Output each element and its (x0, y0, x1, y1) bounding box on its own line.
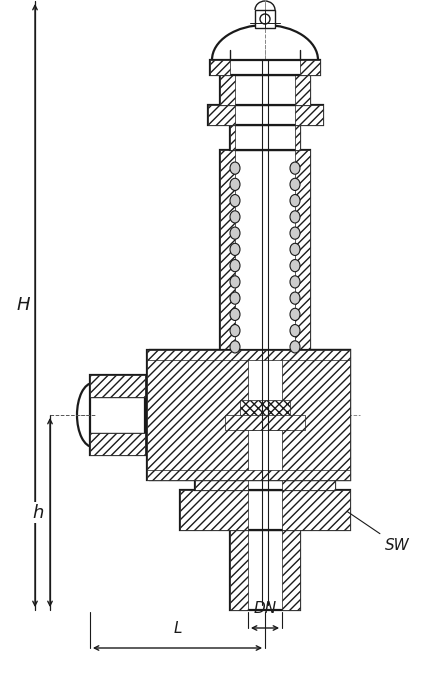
Polygon shape (225, 360, 248, 380)
Polygon shape (90, 375, 145, 397)
Ellipse shape (230, 227, 240, 239)
Ellipse shape (230, 195, 240, 206)
Polygon shape (230, 125, 235, 150)
Polygon shape (147, 350, 248, 480)
Text: H: H (16, 297, 30, 314)
Ellipse shape (230, 211, 240, 223)
Bar (90, 375, 145, 455)
Polygon shape (300, 60, 320, 75)
Ellipse shape (290, 260, 300, 272)
Polygon shape (147, 350, 350, 360)
Bar (220, 150, 310, 360)
Bar (195, 430, 335, 490)
Bar (200, 380, 330, 400)
Polygon shape (230, 530, 248, 610)
Polygon shape (220, 150, 235, 360)
Bar (208, 105, 323, 125)
Ellipse shape (290, 276, 300, 288)
Polygon shape (282, 430, 335, 490)
Bar (255, 10, 275, 28)
Polygon shape (225, 415, 305, 430)
Bar (230, 530, 300, 610)
Polygon shape (240, 400, 290, 430)
Polygon shape (200, 380, 248, 400)
Polygon shape (295, 125, 300, 150)
Ellipse shape (230, 308, 240, 321)
Ellipse shape (290, 178, 300, 190)
Polygon shape (282, 380, 330, 400)
Bar (147, 350, 350, 480)
Polygon shape (282, 350, 350, 480)
Ellipse shape (290, 325, 300, 337)
Polygon shape (295, 75, 310, 105)
Ellipse shape (290, 195, 300, 206)
Ellipse shape (230, 178, 240, 190)
Ellipse shape (290, 308, 300, 321)
Polygon shape (220, 75, 235, 105)
Bar (210, 60, 320, 75)
Ellipse shape (290, 211, 300, 223)
Bar (220, 75, 310, 105)
Ellipse shape (230, 244, 240, 256)
Ellipse shape (290, 162, 300, 174)
Bar (230, 125, 300, 150)
Text: L: L (173, 621, 182, 636)
Polygon shape (210, 60, 230, 75)
Ellipse shape (290, 227, 300, 239)
Text: SW: SW (347, 512, 410, 553)
Text: DN: DN (253, 601, 276, 616)
Polygon shape (147, 470, 350, 480)
Bar (180, 490, 350, 530)
Ellipse shape (290, 244, 300, 256)
Ellipse shape (230, 276, 240, 288)
Ellipse shape (290, 292, 300, 304)
Ellipse shape (230, 325, 240, 337)
Polygon shape (295, 150, 310, 360)
Ellipse shape (230, 341, 240, 353)
Polygon shape (295, 105, 323, 125)
Bar (150, 350, 350, 480)
Bar (225, 360, 305, 380)
Polygon shape (282, 490, 350, 530)
Text: h: h (32, 503, 44, 522)
Polygon shape (282, 530, 300, 610)
Ellipse shape (230, 260, 240, 272)
Polygon shape (180, 490, 248, 530)
Polygon shape (90, 433, 145, 455)
Polygon shape (195, 430, 248, 490)
Polygon shape (282, 360, 305, 380)
Polygon shape (147, 470, 248, 480)
Polygon shape (208, 105, 235, 125)
Ellipse shape (290, 341, 300, 353)
Ellipse shape (230, 162, 240, 174)
Ellipse shape (230, 292, 240, 304)
